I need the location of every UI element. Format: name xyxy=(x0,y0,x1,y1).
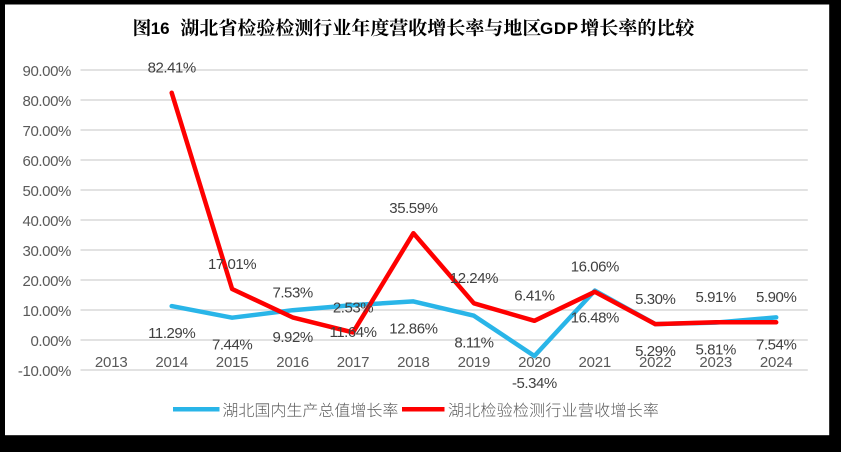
svg-text:7.44%: 7.44% xyxy=(212,337,252,354)
svg-text:2015: 2015 xyxy=(216,354,249,371)
svg-text:35.59%: 35.59% xyxy=(389,200,437,217)
svg-text:2017: 2017 xyxy=(337,354,370,371)
svg-text:82.41%: 82.41% xyxy=(148,60,196,77)
svg-text:12.86%: 12.86% xyxy=(389,320,437,337)
svg-text:30.00%: 30.00% xyxy=(23,243,72,260)
svg-text:7.54%: 7.54% xyxy=(756,336,796,353)
svg-text:90.00%: 90.00% xyxy=(23,63,72,80)
svg-text:2013: 2013 xyxy=(95,354,128,371)
svg-text:5.30%: 5.30% xyxy=(635,291,675,308)
svg-text:2023: 2023 xyxy=(699,354,732,371)
svg-text:2014: 2014 xyxy=(155,354,188,371)
svg-text:16.06%: 16.06% xyxy=(571,259,619,276)
svg-text:60.00%: 60.00% xyxy=(23,153,72,170)
svg-text:2019: 2019 xyxy=(458,354,491,371)
svg-text:2016: 2016 xyxy=(276,354,309,371)
svg-text:-5.34%: -5.34% xyxy=(512,375,557,392)
svg-text:9.92%: 9.92% xyxy=(272,329,312,346)
svg-text:5.90%: 5.90% xyxy=(756,289,796,306)
svg-text:11.64%: 11.64% xyxy=(329,324,376,341)
svg-text:50.00%: 50.00% xyxy=(23,183,72,200)
svg-text:2018: 2018 xyxy=(397,354,430,371)
svg-text:7.53%: 7.53% xyxy=(272,284,312,301)
svg-text:17.01%: 17.01% xyxy=(208,256,256,273)
svg-text:40.00%: 40.00% xyxy=(23,213,72,230)
svg-text:-10.00%: -10.00% xyxy=(18,363,71,380)
svg-text:80.00%: 80.00% xyxy=(23,93,72,110)
svg-text:2022: 2022 xyxy=(639,354,672,371)
svg-text:0.00%: 0.00% xyxy=(30,333,71,350)
svg-text:GDP: GDP xyxy=(540,19,579,38)
svg-text:20.00%: 20.00% xyxy=(23,273,72,290)
svg-text:10.00%: 10.00% xyxy=(23,303,72,320)
svg-text:8.11%: 8.11% xyxy=(454,335,493,352)
svg-text:16: 16 xyxy=(151,19,170,38)
svg-text:16.48%: 16.48% xyxy=(571,310,619,327)
svg-text:11.29%: 11.29% xyxy=(148,325,195,342)
svg-text:5.91%: 5.91% xyxy=(696,289,736,306)
svg-text:70.00%: 70.00% xyxy=(23,123,72,140)
svg-text:2020: 2020 xyxy=(518,354,551,371)
svg-text:6.41%: 6.41% xyxy=(514,288,554,305)
svg-text:2.53%: 2.53% xyxy=(333,299,373,316)
svg-text:2024: 2024 xyxy=(760,354,793,371)
svg-text:12.24%: 12.24% xyxy=(450,270,498,287)
svg-text:2021: 2021 xyxy=(579,354,612,371)
svg-text:5.29%: 5.29% xyxy=(635,343,675,360)
svg-text:5.81%: 5.81% xyxy=(696,342,736,359)
